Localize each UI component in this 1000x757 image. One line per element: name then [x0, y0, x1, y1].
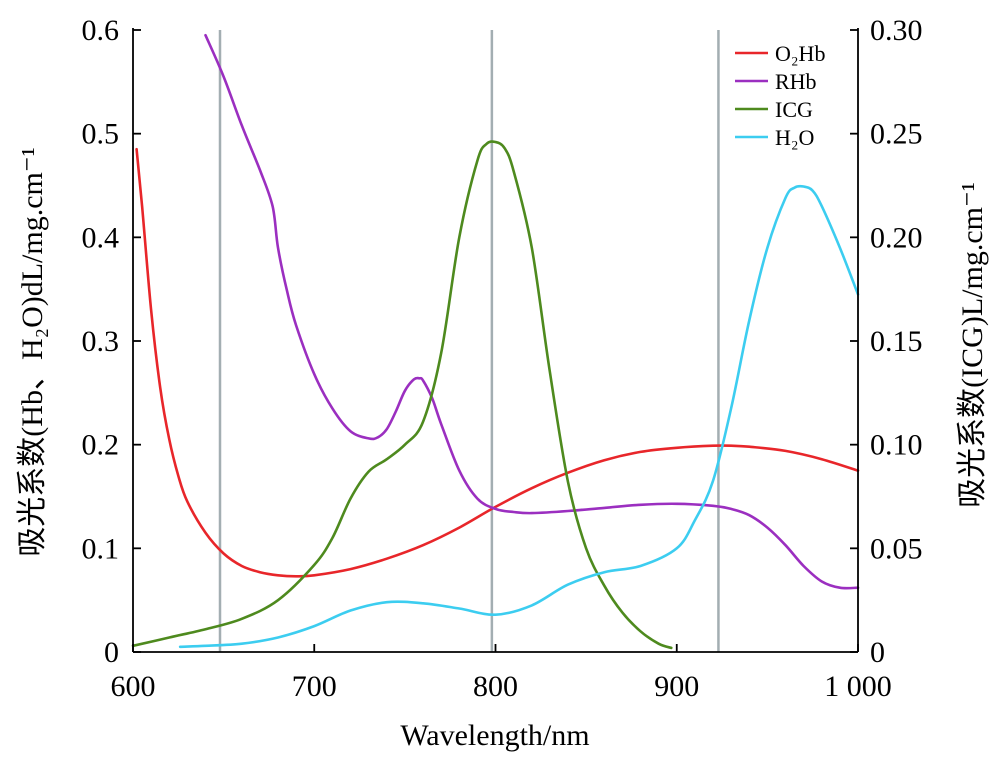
- reference-lines: [218, 30, 720, 652]
- y-right-tick-label-4: 0.20: [870, 221, 923, 254]
- y-right-tick-label-1: 0.05: [870, 532, 923, 565]
- y-right-tick-label-6: 0.30: [870, 14, 923, 47]
- series-line-2: [131, 140, 673, 650]
- legend-label-3: H₂O: [775, 125, 814, 150]
- y-left-tick-label-5: 0.5: [82, 118, 120, 151]
- axes: 600 700 800 900 1 00000.10.20.30.40.50.600.0…: [82, 14, 923, 703]
- x-tick-label-4: 1 000: [824, 670, 892, 703]
- y-left-tick-label-6: 0.6: [82, 14, 120, 47]
- x-axis-title: Wavelength/nm: [400, 719, 589, 752]
- series-lines: [131, 33, 860, 650]
- y-left-tick-label-1: 0.1: [82, 532, 120, 565]
- x-tick-label-2: 800: [473, 670, 518, 703]
- y-right-axis-title: 吸光系数(ICG)L/mg.cm⁻¹: [956, 182, 989, 508]
- legend-label-0: O₂Hb: [775, 41, 825, 66]
- y-left-tick-label-0: 0: [104, 636, 119, 669]
- series-line-3: [178, 184, 860, 649]
- legend-label-1: RHb: [775, 69, 817, 94]
- y-left-tick-label-2: 0.2: [82, 429, 120, 462]
- y-right-tick-label-2: 0.10: [870, 429, 923, 462]
- y-left-tick-label-3: 0.3: [82, 325, 120, 358]
- y-left-tick-label-4: 0.4: [82, 221, 120, 254]
- series-line-0: [135, 147, 860, 578]
- y-left-axis-title: 吸光系数(Hb、H₂O)dL/mg.cm⁻¹: [16, 147, 49, 556]
- x-tick-label-1: 700: [292, 670, 337, 703]
- legend-label-2: ICG: [775, 97, 813, 122]
- y-right-tick-label-0: 0: [870, 636, 885, 669]
- x-tick-label-0: 600: [111, 670, 156, 703]
- series-line-1: [204, 33, 860, 590]
- y-right-tick-label-3: 0.15: [870, 325, 923, 358]
- legend: O₂Hb RHb ICG H₂O: [735, 41, 825, 150]
- x-tick-label-3: 900: [654, 670, 699, 703]
- y-right-tick-label-5: 0.25: [870, 118, 923, 151]
